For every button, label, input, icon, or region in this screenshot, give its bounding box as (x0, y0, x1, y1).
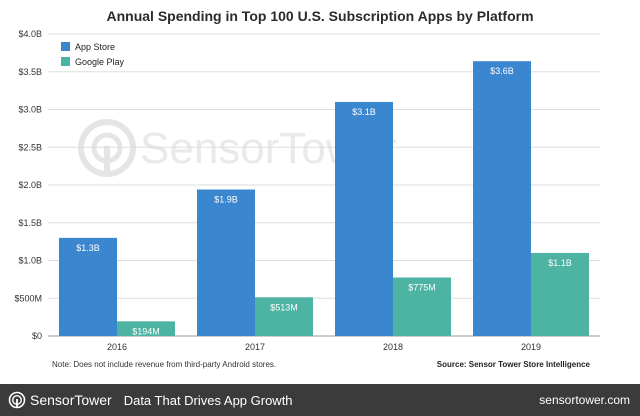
legend-swatch (61, 57, 70, 66)
bar-google-play (255, 297, 313, 336)
x-tick-label: 2017 (245, 342, 265, 352)
footer-tagline: Data That Drives App Growth (123, 392, 293, 408)
y-tick-label: $0 (32, 331, 42, 341)
data-label: $3.1B (352, 107, 376, 117)
chart-source: Source: Sensor Tower Store Intelligence (436, 360, 590, 369)
data-label: $775M (408, 282, 436, 292)
legend-swatch (61, 42, 70, 51)
footer-url[interactable]: sensortower.com (539, 393, 630, 407)
y-tick-label: $3.5B (18, 67, 42, 77)
footer-logo[interactable]: SensorTower (8, 391, 112, 409)
y-tick-label: $2.5B (18, 142, 42, 152)
data-label: $1.3B (76, 243, 100, 253)
bar-app-store (335, 101, 393, 336)
x-tick-label: 2016 (107, 342, 127, 352)
chart-area: SensorTower $0 $500M $1.0B $1.5B $2.0B $2.5B $3… (14, 8, 600, 369)
bar-google-play (117, 321, 175, 336)
legend-label: Google Play (75, 57, 125, 67)
bar-app-store (473, 61, 531, 337)
x-tick-label: 2019 (521, 342, 541, 352)
footer-brand: SensorTower (30, 392, 112, 408)
bar-app-store (197, 189, 255, 336)
sensortower-logo-icon (8, 391, 26, 409)
legend-label: App Store (75, 42, 115, 52)
bar-app-store (59, 237, 117, 336)
y-tick-label: $4.0B (18, 29, 42, 39)
data-label: $3.6B (490, 66, 514, 76)
y-tick-label: $1.5B (18, 218, 42, 228)
data-label: $1.1B (548, 258, 572, 268)
chart-note: Note: Does not include revenue from thir… (52, 360, 277, 369)
bar-chart: SensorTower$0$500M$1.0B$1.5B$2.0B$2.5B$3… (14, 29, 600, 352)
chart-title: Annual Spending in Top 100 U.S. Subscrip… (106, 8, 534, 24)
y-tick-label: $3.0B (18, 105, 42, 115)
y-tick-label: $1.0B (18, 256, 42, 266)
bar-google-play (393, 277, 451, 336)
x-tick-label: 2018 (383, 342, 403, 352)
data-label: $1.9B (214, 195, 238, 205)
y-tick-label: $500M (14, 293, 42, 303)
data-label: $194M (132, 326, 160, 336)
footer-bar: SensorTower Data That Drives App Growth … (0, 384, 640, 416)
y-tick-label: $2.0B (18, 180, 42, 190)
bar-google-play (531, 252, 589, 336)
data-label: $513M (270, 302, 298, 312)
